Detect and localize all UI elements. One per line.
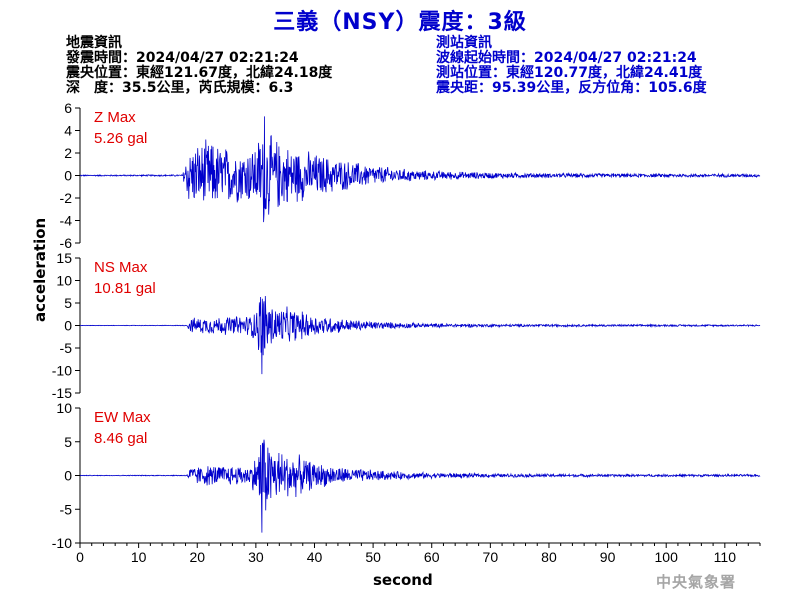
y-tick-label: -15	[52, 385, 72, 401]
x-tick-label: 70	[483, 549, 499, 565]
y-tick-label: -10	[52, 535, 72, 551]
epicenter-location: 震央位置：東經121.67度，北緯24.18度	[66, 65, 333, 81]
max-label-ew: EW Max	[94, 409, 151, 426]
x-axis-label: second	[373, 571, 433, 589]
max-value-ns: 10.81 gal	[94, 280, 156, 297]
x-tick-label: 80	[541, 549, 557, 565]
y-tick-label: -5	[60, 340, 73, 356]
distance-azimuth: 震央距：95.39公里，反方位角：105.6度	[436, 80, 707, 96]
x-tick-label: 30	[248, 549, 264, 565]
waveform-z	[79, 116, 761, 223]
y-tick-label: 10	[56, 400, 72, 416]
max-value-z: 5.26 gal	[94, 130, 147, 147]
x-tick-label: 90	[600, 549, 616, 565]
y-tick-label: 0	[64, 168, 72, 184]
y-tick-label: -5	[60, 501, 73, 517]
y-tick-label: -10	[52, 363, 72, 379]
x-tick-label: 10	[131, 549, 147, 565]
y-tick-label: 5	[64, 434, 72, 450]
quake-info-heading: 地震資訊	[66, 35, 122, 51]
y-tick-label: 4	[64, 123, 72, 139]
y-tick-label: -2	[60, 190, 73, 206]
y-tick-label: -4	[60, 213, 73, 229]
waveform-ns	[79, 296, 761, 375]
wave-start-time: 波線起始時間：2024/04/27 02:21:24	[436, 50, 697, 66]
x-tick-label: 110	[714, 549, 737, 565]
depth-magnitude: 深 度：35.5公里，芮氏規模：6.3	[66, 80, 294, 96]
x-tick-label: 60	[424, 549, 440, 565]
max-value-ew: 8.46 gal	[94, 430, 147, 447]
y-tick-label: 0	[64, 318, 72, 334]
x-tick-label: 40	[307, 549, 323, 565]
y-tick-label: 0	[64, 468, 72, 484]
quake-info: 地震資訊 發震時間：2024/04/27 02:21:24 震央位置：東經121…	[66, 36, 332, 96]
chart-title: 三義（NSY）震度：3級	[273, 10, 527, 35]
x-tick-label: 100	[655, 549, 679, 565]
origin-time: 發震時間：2024/04/27 02:21:24	[66, 50, 299, 66]
y-tick-label: 6	[64, 100, 72, 116]
station-location: 測站位置：東經120.77度，北緯24.41度	[436, 65, 703, 81]
x-tick-label: 20	[189, 549, 205, 565]
max-label-z: Z Max	[94, 109, 136, 126]
y-tick-label: 2	[64, 145, 72, 161]
waveform-ew	[79, 439, 761, 533]
y-tick-label: 10	[56, 273, 72, 289]
x-tick-label: 50	[365, 549, 381, 565]
y-tick-label: 5	[64, 295, 72, 311]
station-info-heading: 測站資訊	[436, 35, 492, 51]
y-tick-label: 15	[56, 250, 72, 266]
agency-watermark: 中央氣象署	[656, 573, 737, 591]
station-info: 測站資訊 波線起始時間：2024/04/27 02:21:24 測站位置：東經1…	[436, 36, 707, 96]
y-tick-label: -6	[60, 235, 73, 251]
x-tick-label: 0	[76, 549, 84, 565]
max-label-ns: NS Max	[94, 259, 148, 276]
